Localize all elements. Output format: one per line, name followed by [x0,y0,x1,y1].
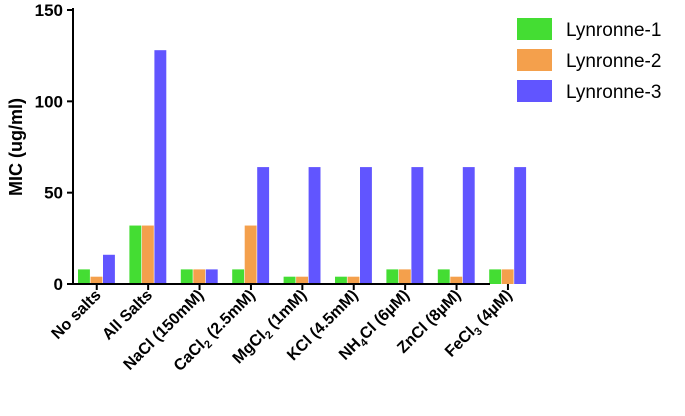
bar-lynronne-2-4 [296,277,308,284]
bar-lynronne-1-8 [489,269,501,284]
bar-lynronne-3-4 [309,167,321,284]
y-tick-label: 150 [35,1,63,20]
legend-label: Lynronne-1 [566,20,661,41]
bar-lynronne-3-3 [257,167,269,284]
bar-lynronne-3-2 [206,269,218,284]
bar-lynronne-2-7 [450,277,462,284]
y-tick-label: 100 [35,92,63,111]
bar-lynronne-3-1 [154,50,166,284]
bar-lynronne-2-1 [142,226,154,284]
bar-lynronne-2-0 [91,277,103,284]
bar-lynronne-3-0 [103,255,115,284]
bar-lynronne-1-2 [181,269,193,284]
y-tick-label: 0 [54,275,63,294]
x-tick-label: No salts [49,287,105,343]
bar-lynronne-3-7 [463,167,475,284]
bar-lynronne-2-5 [348,277,360,284]
bar-lynronne-1-4 [284,277,296,284]
legend-swatch [517,18,552,40]
bar-lynronne-2-6 [399,269,411,284]
bar-lynronne-2-8 [502,269,514,284]
bar-lynronne-3-6 [411,167,423,284]
legend-label: Lynronne-3 [566,82,661,103]
legend-label: Lynronne-2 [566,51,661,72]
bars-layer [78,50,526,284]
bar-lynronne-1-7 [438,269,450,284]
legend: Lynronne-1 Lynronne-2 Lynronne-3 [517,18,661,103]
x-ticks: No saltsAll SaltsNaCl (150mM)CaCl2 (2.5m… [49,284,518,377]
bar-lynronne-2-3 [245,226,257,284]
bar-lynronne-1-3 [232,269,244,284]
y-axis-label: MIC (ug/ml) [6,98,26,196]
bar-lynronne-1-6 [386,269,398,284]
y-tick-label: 50 [44,184,63,203]
bar-lynronne-1-5 [335,277,347,284]
legend-swatch [517,49,552,71]
y-ticks: 0 50 100 150 [35,1,73,294]
bar-lynronne-3-5 [360,167,372,284]
bar-lynronne-2-2 [193,269,205,284]
bar-lynronne-1-0 [78,269,90,284]
bar-lynronne-1-1 [129,226,141,284]
legend-swatch [517,80,552,102]
bar-lynronne-3-8 [514,167,526,284]
